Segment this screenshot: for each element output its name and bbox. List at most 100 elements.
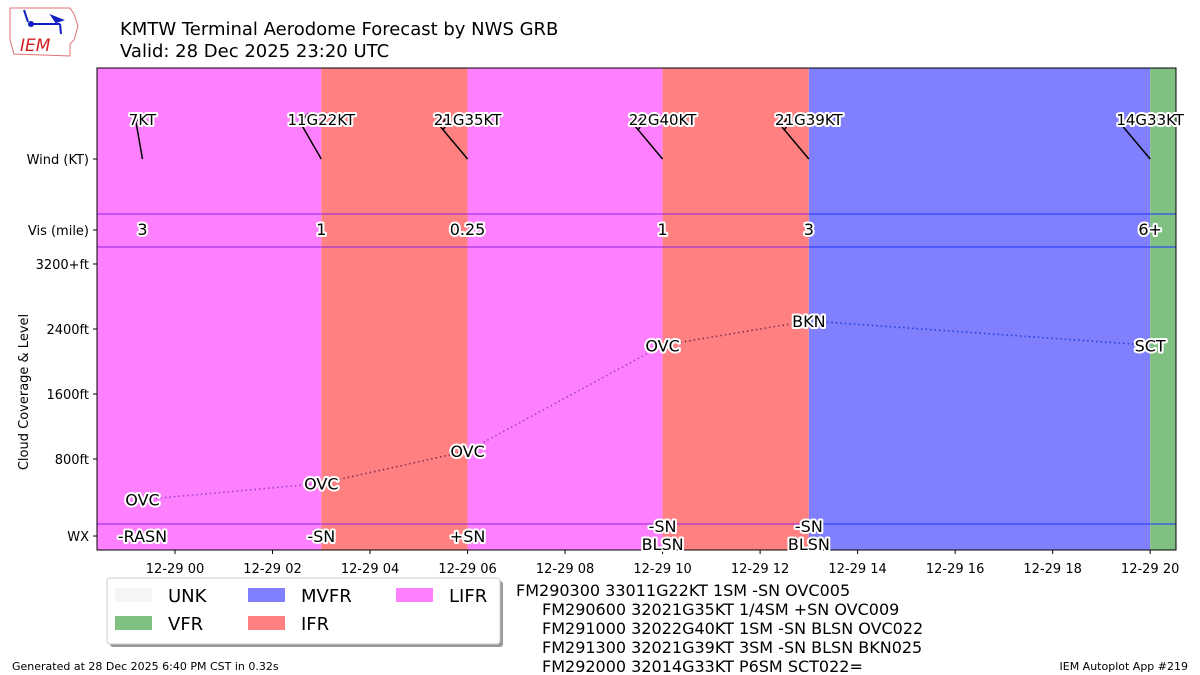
y-tick-label: Wind (KT) — [27, 153, 89, 168]
wind-barb — [134, 116, 144, 160]
wx-label: -SN — [307, 527, 335, 546]
logo-text: IEM — [20, 36, 51, 56]
legend-item-lifr: LIFR — [396, 586, 487, 607]
cloud-tick-label: 2400ft — [46, 323, 89, 338]
visibility-label: 1 — [316, 220, 326, 239]
legend-label: MVFR — [301, 586, 352, 607]
barb-feather — [783, 118, 792, 131]
x-tick-label: 12-29 02 — [243, 562, 301, 577]
y-tick-label: Vis (mile) — [28, 224, 89, 239]
visibility-label: 3 — [137, 220, 147, 239]
sky-label: SCT — [1135, 336, 1166, 355]
wind-barb — [634, 115, 664, 160]
visibility-label: 3 — [804, 220, 814, 239]
taf-line: FM292000 32014G33KT P6SM SCT022= — [542, 657, 863, 675]
cloud-tick-label: 1600ft — [46, 388, 89, 403]
wx-label: BLSN — [788, 535, 830, 554]
legend-item-vfr: VFR — [115, 614, 203, 635]
legend-swatch — [248, 616, 285, 630]
wind-barb — [781, 115, 810, 160]
barb-staff — [781, 126, 810, 160]
wind-barb — [299, 112, 322, 160]
x-tick-label: 12-29 08 — [536, 562, 594, 577]
cloud-tick-label: 800ft — [55, 453, 89, 468]
category-band-vfr — [1150, 68, 1176, 550]
legend-label: IFR — [301, 614, 329, 635]
barb-feather — [299, 112, 310, 124]
wind-label: 21G39KT — [775, 111, 843, 129]
barb-feather — [442, 118, 451, 131]
wx-label: -SN — [795, 517, 823, 536]
wx-label: -RASN — [118, 527, 167, 546]
x-tick-label: 12-29 00 — [146, 562, 204, 577]
wx-label: BLSN — [642, 535, 684, 554]
visibility-label: 6+ — [1138, 220, 1162, 239]
taf-line: FM290600 32021G35KT 1/4SM +SN OVC009 — [542, 600, 899, 619]
barb-staff — [134, 117, 144, 160]
wx-label: +SN — [450, 527, 486, 546]
barb-staff — [299, 122, 322, 160]
sky-label: OVC — [125, 491, 159, 510]
wind-label: 14G33KT — [1116, 111, 1184, 129]
barb-feather — [634, 115, 643, 128]
legend: UNK VFR MVFR IFR LIFR — [106, 577, 503, 647]
barb-staff — [635, 126, 664, 160]
iem-logo: IEM — [9, 7, 79, 57]
visibility-label: 0.25 — [450, 220, 486, 239]
sky-label: BKN — [792, 312, 825, 331]
legend-swatch — [115, 588, 152, 602]
barb-staff — [1122, 126, 1151, 160]
x-tick-label: 12-29 20 — [1121, 562, 1179, 577]
x-tick-label: 12-29 14 — [828, 562, 886, 577]
cloud-tick-label: 3200+ft — [36, 258, 89, 273]
plot-frame — [96, 67, 1177, 551]
barb-feather — [439, 115, 448, 128]
x-tick-label: 12-29 06 — [438, 562, 496, 577]
y-axis-label: Cloud Coverage & Level — [17, 314, 32, 470]
legend-swatch — [396, 588, 433, 602]
legend-item-ifr: IFR — [248, 614, 329, 635]
taf-line: FM290300 33011G22KT 1SM -SN OVC005 — [516, 581, 850, 600]
x-tick-label: 12-29 16 — [926, 562, 984, 577]
wind-label: 7KT — [129, 111, 157, 129]
legend-label: VFR — [168, 614, 203, 635]
legend-swatch — [248, 588, 285, 602]
barb-staff — [439, 126, 469, 160]
taf-line: FM291000 32022G40KT 1SM -SN BLSN OVC022 — [542, 619, 923, 638]
barb-feather — [135, 116, 142, 123]
legend-item-unk: UNK — [115, 586, 208, 607]
sky-label: OVC — [450, 442, 484, 461]
cloud-level-line — [467, 344, 663, 452]
chart-title: KMTW Terminal Aerodome Forecast by NWS G… — [120, 19, 558, 40]
taf-line: FM291300 32021G39KT 3SM -SN BLSN BKN025 — [542, 638, 922, 657]
sky-label: OVC — [304, 474, 338, 493]
barb-feather — [1122, 115, 1131, 128]
legend-label: LIFR — [449, 586, 487, 607]
x-tick-label: 12-29 10 — [633, 562, 691, 577]
wind-barb — [439, 115, 469, 160]
category-band-ifr — [662, 68, 809, 550]
x-tick-label: 12-29 18 — [1023, 562, 1081, 577]
barb-feather — [781, 115, 790, 128]
legend-swatch — [115, 616, 152, 630]
wind-label: 21G35KT — [434, 111, 502, 129]
barb-feather — [637, 118, 646, 131]
category-band-ifr — [321, 68, 468, 550]
category-band-mvfr — [808, 68, 1151, 550]
category-band-lifr — [467, 68, 663, 550]
wind-label: 11G22KT — [287, 111, 355, 129]
wind-label: 22G40KT — [629, 111, 697, 129]
cloud-level-line — [808, 320, 1151, 347]
chart-subtitle: Valid: 28 Dec 2025 23:20 UTC — [120, 41, 389, 62]
category-band-lifr — [97, 68, 322, 550]
x-tick-label: 12-29 12 — [731, 562, 789, 577]
footer-generated: Generated at 28 Dec 2025 6:40 PM CST in … — [12, 660, 279, 673]
y-tick-label: WX — [67, 530, 89, 545]
visibility-label: 1 — [657, 220, 667, 239]
footer-app: IEM Autoplot App #219 — [1060, 660, 1189, 673]
sky-label: OVC — [645, 336, 679, 355]
x-tick-label: 12-29 04 — [341, 562, 399, 577]
legend-label: UNK — [168, 586, 208, 607]
wx-label: -SN — [649, 517, 677, 536]
